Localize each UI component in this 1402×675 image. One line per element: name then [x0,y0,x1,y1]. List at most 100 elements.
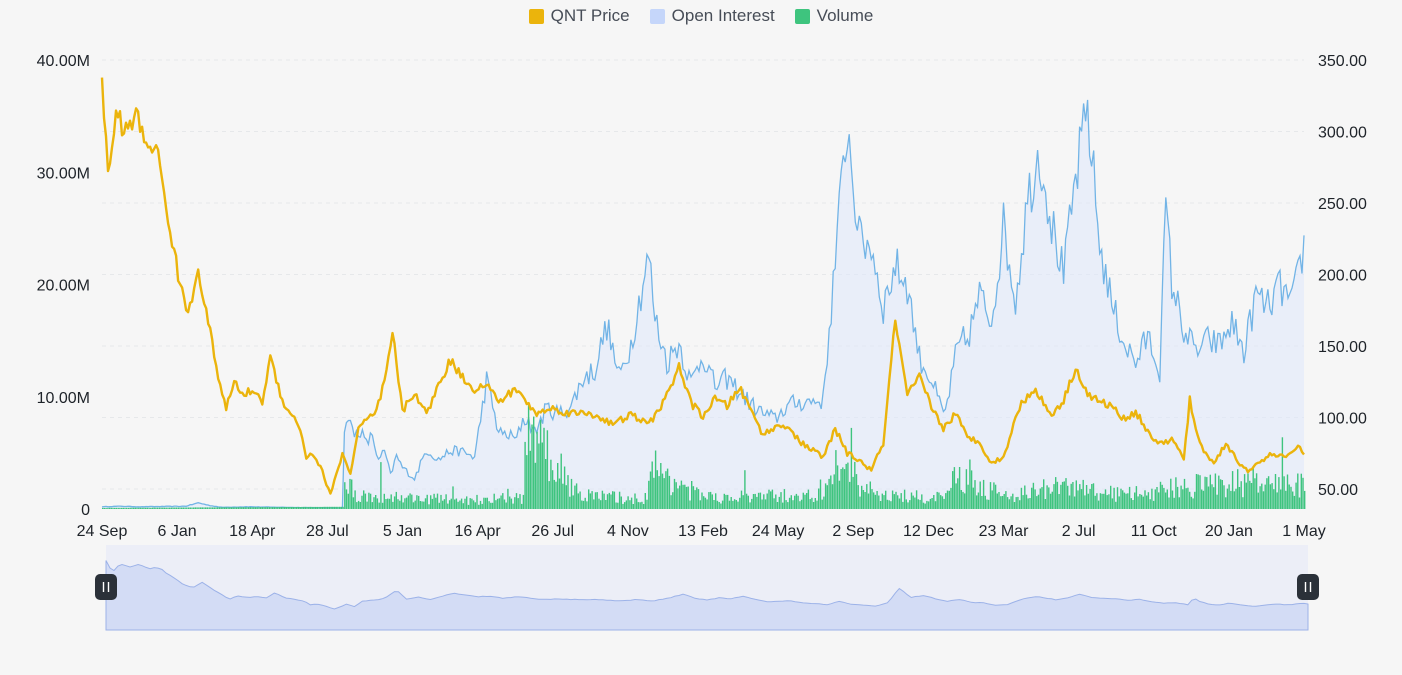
volume-bar [191,507,193,509]
volume-bar [1029,498,1031,509]
volume-bar [938,492,940,509]
volume-bar [1146,495,1148,509]
volume-bar [452,486,454,509]
volume-bar [505,502,507,509]
volume-bar [1187,487,1189,509]
volume-bar [122,507,124,509]
volume-bar [1122,490,1124,509]
navigator-handle-left[interactable] [95,574,117,600]
volume-bar [1006,497,1009,509]
volume-bar [1267,476,1270,509]
volume-bar [412,502,415,509]
volume-bar [460,498,463,509]
volume-bar [246,507,248,509]
volume-bar [388,498,391,509]
volume-bar [1037,494,1040,509]
volume-bar [1255,473,1258,509]
legend-label-price: QNT Price [550,6,630,25]
volume-bar [308,506,310,509]
volume-bar [929,498,932,509]
volume-bar [1101,493,1103,509]
volume-bar [783,489,786,509]
volume-bar [948,490,950,509]
volume-bar [371,502,373,509]
volume-bar [1228,484,1230,509]
volume-bar [594,492,597,509]
volume-bar [570,478,573,509]
volume-bar [290,507,293,509]
volume-bar [763,494,765,509]
volume-bar [1254,478,1256,509]
volume-bar [855,474,858,509]
volume-bar [227,507,229,509]
volume-bar [402,502,404,509]
volume-bar [114,507,116,509]
navigator-handle-right[interactable] [1297,574,1319,600]
volume-bar [323,506,325,509]
legend-item-price[interactable]: QNT Price [528,6,630,26]
volume-bar [1180,485,1182,509]
volume-bar [642,504,645,509]
volume-bar [675,482,677,509]
volume-bar [1225,497,1227,509]
volume-bar [529,450,531,509]
volume-bar [256,507,258,509]
volume-bar [976,495,978,509]
volume-bar [617,502,619,509]
volume-bar [603,493,605,509]
volume-bar [1096,493,1098,509]
volume-bar [787,502,789,509]
volume-bar [936,491,938,509]
volume-bar [390,494,392,509]
volume-bar [1128,486,1131,509]
volume-bar [737,501,739,509]
volume-bar [220,507,222,509]
volume-bar [1139,494,1141,509]
volume-bar [265,507,267,509]
volume-bar [1252,468,1254,509]
volume-bar [728,500,731,509]
volume-bar [711,494,713,509]
volume-bar [1024,485,1026,509]
navigator-area [105,560,1309,631]
volume-bar [1264,484,1266,509]
range-navigator[interactable] [95,545,1319,631]
volume-bar [776,502,779,509]
volume-bar [1073,496,1076,509]
volume-bar [1022,495,1024,509]
volume-bar [988,499,990,509]
volume-bar [1247,473,1249,509]
volume-bar [589,493,592,509]
legend-item-open-interest[interactable]: Open Interest [649,6,775,26]
volume-bar [715,493,717,509]
x-tick-label: 23 Mar [979,523,1029,540]
volume-bar [213,507,215,509]
volume-bar [1091,484,1093,509]
volume-bar [270,507,272,509]
volume-bar [850,427,853,509]
volume-bar [656,470,658,509]
volume-bar [383,493,385,509]
volume-bar [986,499,988,509]
volume-bar [141,507,143,509]
volume-bar [946,490,949,509]
volume-bar [672,492,674,509]
volume-bar [613,491,616,509]
x-tick-label: 20 Jan [1205,523,1253,540]
volume-bar [136,507,138,509]
volume-bar [387,498,389,509]
volume-bar [1271,483,1273,509]
volume-bar [682,484,684,509]
volume-bar [1285,490,1287,509]
volume-bar [241,507,243,509]
legend-item-volume[interactable]: Volume [794,6,873,26]
volume-bar [418,495,420,509]
volume-bar [361,495,363,509]
volume-bar [131,507,133,509]
x-tick-label: 11 Oct [1131,523,1178,540]
volume-bar [275,507,277,509]
volume-bar [443,499,446,509]
volume-bar [694,490,696,509]
volume-bar [577,493,579,509]
